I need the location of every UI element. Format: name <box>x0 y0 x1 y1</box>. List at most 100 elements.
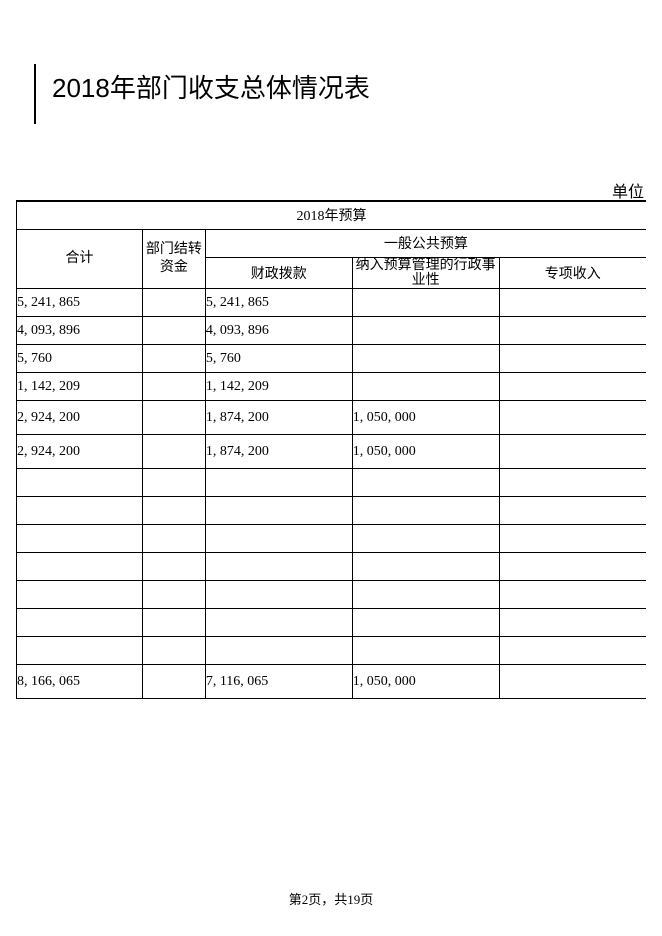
cell-carryover <box>142 665 205 699</box>
cell-total <box>17 497 143 525</box>
header-row-year: 2018年预算 <box>17 201 647 229</box>
cell-special <box>499 581 646 609</box>
cell-carryover <box>142 289 205 317</box>
cell-carryover <box>142 469 205 497</box>
table-row <box>17 609 647 637</box>
budget-table: 2018年预算 合计 部门结转资金 一般公共预算 财政拨款 纳入预算管理的行政事… <box>16 200 646 699</box>
cell-special <box>499 637 646 665</box>
cell-fiscal: 5, 760 <box>205 345 352 373</box>
table-row: 1, 142, 209 1, 142, 209 <box>17 373 647 401</box>
table-row: 4, 093, 896 4, 093, 896 <box>17 317 647 345</box>
cell-admin <box>352 553 499 581</box>
header-admin: 纳入预算管理的行政事业性 <box>352 257 499 289</box>
cell-special <box>499 665 646 699</box>
header-row-main: 合计 部门结转资金 一般公共预算 <box>17 229 647 257</box>
cell-special <box>499 289 646 317</box>
table-row: 2, 924, 200 1, 874, 2001, 050, 000 <box>17 401 647 435</box>
cell-fiscal <box>205 637 352 665</box>
cell-admin: 1, 050, 000 <box>352 435 499 469</box>
cell-admin <box>352 497 499 525</box>
cell-carryover <box>142 497 205 525</box>
cell-total: 8, 166, 065 <box>17 665 143 699</box>
cell-fiscal: 1, 874, 200 <box>205 435 352 469</box>
cell-fiscal <box>205 469 352 497</box>
cell-fiscal: 1, 874, 200 <box>205 401 352 435</box>
cell-total: 2, 924, 200 <box>17 435 143 469</box>
cell-special <box>499 317 646 345</box>
cell-fiscal: 1, 142, 209 <box>205 373 352 401</box>
table-row: 5, 760 5, 760 <box>17 345 647 373</box>
cell-special <box>499 553 646 581</box>
cell-carryover <box>142 609 205 637</box>
cell-fiscal <box>205 497 352 525</box>
title-vertical-bar <box>34 64 36 124</box>
header-carryover: 部门结转资金 <box>142 229 205 289</box>
cell-carryover <box>142 373 205 401</box>
title-block: 2018年部门收支总体情况表 <box>34 68 370 124</box>
cell-fiscal <box>205 609 352 637</box>
table-row <box>17 525 647 553</box>
cell-admin <box>352 609 499 637</box>
cell-fiscal <box>205 525 352 553</box>
cell-total: 2, 924, 200 <box>17 401 143 435</box>
cell-carryover <box>142 401 205 435</box>
cell-carryover <box>142 553 205 581</box>
table-body: 5, 241, 8655, 241, 8654, 093, 8964, 093,… <box>17 289 647 699</box>
header-fiscal: 财政拨款 <box>205 257 352 289</box>
table-row: 2, 924, 200 1, 874, 2001, 050, 000 <box>17 435 647 469</box>
cell-fiscal <box>205 553 352 581</box>
cell-carryover <box>142 637 205 665</box>
cell-total: 1, 142, 209 <box>17 373 143 401</box>
cell-special <box>499 401 646 435</box>
cell-admin <box>352 373 499 401</box>
table-row <box>17 581 647 609</box>
cell-carryover <box>142 435 205 469</box>
cell-total <box>17 637 143 665</box>
table-row <box>17 497 647 525</box>
cell-total: 5, 760 <box>17 345 143 373</box>
cell-fiscal: 5, 241, 865 <box>205 289 352 317</box>
table-row <box>17 553 647 581</box>
cell-admin <box>352 317 499 345</box>
cell-carryover <box>142 317 205 345</box>
unit-label: 单位 <box>612 178 644 202</box>
cell-fiscal: 7, 116, 065 <box>205 665 352 699</box>
cell-special <box>499 497 646 525</box>
cell-carryover <box>142 525 205 553</box>
cell-admin <box>352 637 499 665</box>
cell-fiscal: 4, 093, 896 <box>205 317 352 345</box>
cell-admin: 1, 050, 000 <box>352 665 499 699</box>
cell-carryover <box>142 581 205 609</box>
page-footer: 第2页，共19页 <box>0 889 662 908</box>
table-row: 5, 241, 865 5, 241, 865 <box>17 289 647 317</box>
cell-admin: 1, 050, 000 <box>352 401 499 435</box>
cell-special <box>499 609 646 637</box>
cell-total: 5, 241, 865 <box>17 289 143 317</box>
cell-special <box>499 435 646 469</box>
cell-special <box>499 373 646 401</box>
cell-admin <box>352 289 499 317</box>
header-total: 合计 <box>17 229 143 289</box>
cell-special <box>499 525 646 553</box>
cell-admin <box>352 345 499 373</box>
cell-total <box>17 469 143 497</box>
header-special: 专项收入 <box>499 257 646 289</box>
cell-admin <box>352 525 499 553</box>
table-row <box>17 637 647 665</box>
cell-total <box>17 553 143 581</box>
cell-admin <box>352 469 499 497</box>
table-row <box>17 469 647 497</box>
cell-carryover <box>142 345 205 373</box>
cell-total <box>17 525 143 553</box>
cell-admin <box>352 581 499 609</box>
cell-total <box>17 581 143 609</box>
cell-special <box>499 469 646 497</box>
header-year: 2018年预算 <box>17 201 647 229</box>
header-public-budget: 一般公共预算 <box>205 229 646 257</box>
table-row: 8, 166, 065 7, 116, 0651, 050, 000 <box>17 665 647 699</box>
page-title: 2018年部门收支总体情况表 <box>52 68 370 105</box>
cell-fiscal <box>205 581 352 609</box>
cell-special <box>499 345 646 373</box>
cell-total: 4, 093, 896 <box>17 317 143 345</box>
cell-total <box>17 609 143 637</box>
